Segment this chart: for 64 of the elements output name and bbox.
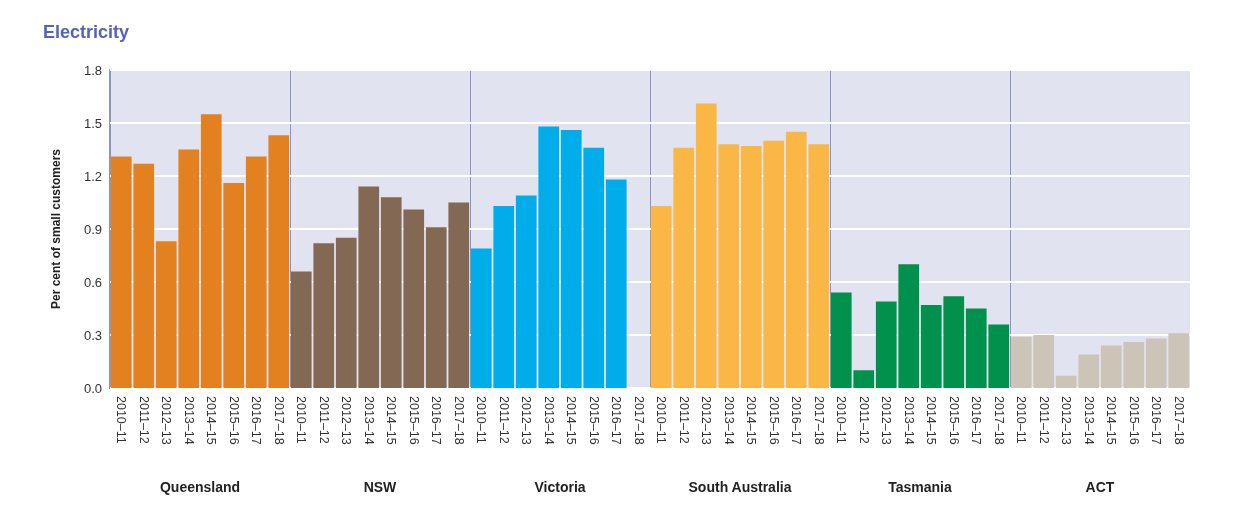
x-tick-label: 2012–13: [159, 396, 174, 445]
x-tick-label: 2015–16: [766, 396, 781, 445]
y-tick-label: 1.2: [83, 168, 102, 184]
x-tick-label: 2010–11: [1014, 396, 1029, 444]
x-tick-label: 2016–17: [249, 396, 264, 445]
x-tick-label: 2013–14: [721, 396, 736, 445]
x-axis-title: Victoria: [534, 479, 586, 495]
x-tick-label: 2011–12: [676, 396, 691, 444]
x-tick-label: 2012–13: [879, 396, 894, 445]
bar: [605, 179, 627, 388]
x-tick-label: 2015–16: [1126, 396, 1141, 445]
y-tick-label: 1.8: [83, 62, 102, 78]
x-tick-label: 2011–12: [136, 396, 151, 444]
x-tick-label: 2017–18: [271, 396, 286, 445]
x-axis-title: South Australia: [688, 479, 792, 495]
x-tick-label: 2011–12: [496, 396, 511, 444]
x-tick-label: 2013–14: [1081, 396, 1096, 445]
x-tick-label: 2012–13: [699, 396, 714, 445]
x-tick-label: 2010–11: [474, 396, 489, 444]
x-tick-label: 2014–15: [924, 396, 939, 445]
y-tick-label: 1.5: [83, 115, 102, 131]
x-tick-label: 2010–11: [114, 396, 129, 444]
x-tick-label: 2016–17: [969, 396, 984, 445]
x-tick-label: 2012–13: [1059, 396, 1074, 445]
x-tick-label: 2016–17: [429, 396, 444, 445]
x-axis-title: NSW: [363, 479, 398, 495]
chart-title: Electricity: [43, 22, 130, 42]
x-tick-label: 2013–14: [361, 396, 376, 445]
y-tick-label: 0.0: [83, 380, 102, 396]
x-tick-label: 2017–18: [991, 396, 1006, 445]
x-axis-title: Tasmania: [888, 479, 952, 495]
x-tick-label: 2017–18: [631, 396, 646, 445]
x-tick-label: 2010–11: [654, 396, 669, 444]
y-tick-label: 0.6: [83, 274, 102, 290]
x-tick-label: 2011–12: [316, 396, 331, 444]
x-tick-label: 2010–11: [834, 396, 849, 444]
x-tick-label: 2015–16: [586, 396, 601, 445]
y-tick-label: 0.9: [83, 221, 102, 237]
x-axis-title: Queensland: [159, 479, 241, 495]
x-tick-label: 2014–15: [744, 396, 759, 445]
x-tick-label: 2017–18: [811, 396, 826, 445]
x-tick-label: 2015–16: [406, 396, 421, 445]
y-tick-label: 0.3: [83, 327, 102, 343]
x-tick-label: 2011–12: [856, 396, 871, 444]
x-tick-label: 2016–17: [789, 396, 804, 445]
x-tick-label: 2013–14: [181, 396, 196, 445]
x-tick-label: 2017–18: [1171, 396, 1186, 445]
x-tick-label: 2013–14: [541, 396, 556, 445]
x-tick-label: 2014–15: [1104, 396, 1119, 445]
x-tick-label: 2014–15: [564, 396, 579, 445]
x-tick-label: 2017–18: [451, 396, 466, 445]
x-tick-label: 2011–12: [1036, 396, 1051, 444]
x-tick-label: 2016–17: [609, 396, 624, 445]
x-tick-label: 2013–14: [901, 396, 916, 445]
x-tick-label: 2014–15: [204, 396, 219, 445]
x-tick-label: 2014–15: [384, 396, 399, 445]
y-axis-title: Per cent of small customers: [49, 148, 63, 310]
x-tick-label: 2012–13: [519, 396, 534, 445]
x-tick-label: 2012–13: [339, 396, 354, 445]
x-tick-label: 2016–17: [1149, 396, 1164, 445]
x-tick-label: 2015–16: [226, 396, 241, 445]
x-tick-label: 2010–11: [294, 396, 309, 444]
x-tick-label: 2015–16: [946, 396, 961, 445]
x-axis-title: ACT: [1085, 479, 1115, 495]
